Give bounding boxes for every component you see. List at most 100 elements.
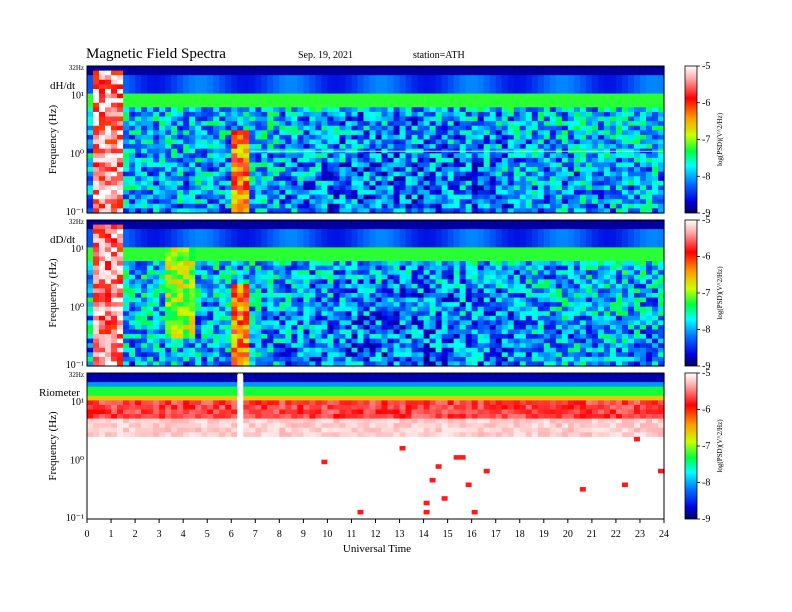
spectrogram-cell	[363, 79, 371, 85]
spectrogram-cell	[357, 162, 365, 168]
spectrogram-cell	[645, 279, 653, 285]
spectrogram-cell	[105, 139, 112, 145]
spectrogram-cell	[99, 203, 106, 209]
spectrogram-cell	[417, 302, 425, 308]
spectrogram-cell	[309, 274, 316, 280]
spectrogram-cell	[171, 229, 178, 235]
spectrogram-cell	[327, 224, 335, 230]
spectrogram-cell	[153, 107, 160, 113]
spectrogram-cell	[135, 162, 142, 168]
spectrogram-cell	[411, 288, 419, 294]
spectrogram-cell	[291, 98, 298, 104]
spectrogram-cell	[141, 180, 148, 187]
spectrogram-cell	[237, 274, 244, 280]
spectrogram-cell	[381, 220, 389, 226]
spectrogram-cell	[255, 256, 262, 262]
spectrogram-cell	[621, 256, 629, 262]
spectrogram-cell	[513, 265, 521, 271]
spectrogram-cell	[357, 88, 365, 95]
spectrogram-cell	[399, 88, 407, 95]
spectrogram-cell	[303, 167, 310, 173]
spectrogram-cell	[369, 79, 377, 85]
spectrogram-cell	[285, 134, 292, 141]
spectrogram-cell	[585, 283, 593, 290]
spectrogram-cell	[309, 297, 316, 303]
spectrogram-cell	[399, 265, 407, 271]
spectrogram-cell	[153, 139, 160, 145]
spectrogram-cell	[105, 203, 112, 209]
spectrogram-cell	[627, 66, 635, 72]
spectrogram-cell	[285, 190, 292, 196]
spectrogram-cell	[303, 98, 310, 104]
spectrogram-cell	[207, 208, 214, 214]
spectrogram-cell	[213, 98, 220, 104]
spectrogram-cell	[435, 144, 443, 150]
spectrogram-cell	[291, 306, 298, 312]
spectrogram-cell	[291, 247, 298, 253]
spectrogram-cell	[171, 288, 178, 294]
spectrogram-cell	[531, 242, 539, 248]
spectrogram-cell	[651, 224, 659, 230]
spectrogram-cell	[531, 251, 539, 258]
spectrogram-cell	[441, 247, 449, 253]
spectrogram-cell	[273, 251, 280, 258]
spectrogram-cell	[237, 125, 244, 131]
spectrogram-cell	[471, 98, 479, 104]
spectrogram-cell	[597, 256, 605, 262]
spectrogram-cell	[129, 203, 136, 209]
spectrogram-cell	[585, 302, 593, 308]
spectrogram-cell	[513, 167, 521, 173]
spectrogram-cell	[177, 153, 184, 159]
spectrogram-cell	[459, 251, 467, 258]
spectrogram-cell	[429, 238, 437, 244]
spectrogram-cell	[195, 107, 202, 113]
spectrogram-cell	[555, 93, 563, 99]
spectrogram-cell	[297, 274, 304, 280]
spectrogram-cell	[597, 116, 605, 122]
spectrogram-cell	[381, 84, 389, 90]
spectrogram-cell	[351, 130, 359, 136]
spectrogram-cell	[249, 93, 256, 99]
spectrogram-cell	[369, 185, 377, 191]
spectrogram-cell	[525, 302, 533, 308]
spectrogram-cell	[447, 297, 455, 303]
spectrogram-cell	[597, 251, 605, 258]
spectrogram-cell	[453, 102, 461, 108]
spectrogram-cell	[105, 102, 112, 108]
spectrogram-cell	[177, 116, 184, 122]
spectrogram-cell	[633, 98, 641, 104]
spectrogram-cell	[621, 297, 629, 303]
spectrogram-cell	[597, 121, 605, 127]
spectrogram-cell	[603, 157, 611, 164]
spectrogram-cell	[195, 134, 202, 141]
spectrogram-cell	[273, 274, 280, 280]
spectrogram-cell	[123, 75, 130, 81]
spectrogram-cell	[435, 84, 443, 90]
spectrogram-cell	[561, 238, 569, 244]
spectrogram-cell	[189, 203, 196, 209]
spectrogram-cell	[159, 162, 166, 168]
spectrogram-cell	[117, 199, 124, 205]
spectrogram-cell	[225, 171, 232, 177]
spectrogram-cell	[423, 134, 431, 141]
spectrogram-cell	[345, 302, 353, 308]
spectrogram-cell	[267, 293, 274, 299]
spectrogram-cell	[465, 194, 473, 200]
spectrogram-cell	[597, 247, 605, 253]
spectrogram-cell	[393, 199, 401, 205]
spectrogram-cell	[279, 75, 286, 81]
spectrogram-cell	[171, 180, 178, 187]
spectrogram-cell	[543, 190, 551, 196]
spectrogram-cell	[501, 102, 509, 108]
spectrogram-cell	[93, 116, 100, 122]
spectrogram-cell	[333, 194, 341, 200]
spectrogram-cell	[207, 283, 214, 290]
spectrogram-cell	[147, 107, 154, 113]
spectrogram-cell	[657, 302, 665, 308]
spectrogram-cell	[315, 238, 323, 244]
spectrogram-cell	[141, 229, 148, 235]
spectrogram-cell	[519, 194, 527, 200]
spectrogram-cell	[249, 194, 256, 200]
spectrogram-cell	[579, 242, 587, 248]
spectrogram-cell	[507, 274, 515, 280]
